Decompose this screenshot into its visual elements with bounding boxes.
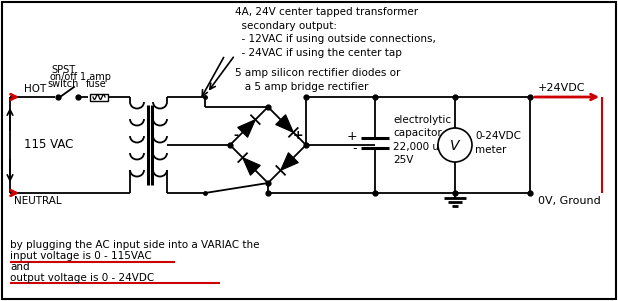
Circle shape <box>438 128 472 162</box>
Polygon shape <box>243 158 260 175</box>
Polygon shape <box>281 153 298 170</box>
Text: 0-24VDC
meter: 0-24VDC meter <box>475 132 521 155</box>
Text: 0V, Ground: 0V, Ground <box>538 196 601 206</box>
Text: +24VDC: +24VDC <box>538 83 585 93</box>
Text: 5 amp silicon rectifier diodes or
   a 5 amp bridge rectifier: 5 amp silicon rectifier diodes or a 5 am… <box>235 68 400 92</box>
Text: input voltage is 0 - 115VAC: input voltage is 0 - 115VAC <box>10 251 152 261</box>
Text: NEUTRAL: NEUTRAL <box>14 196 62 206</box>
Polygon shape <box>238 119 255 137</box>
Polygon shape <box>276 115 294 132</box>
Text: 4A, 24V center tapped transformer
  secondary output:
  - 12VAC if using outside: 4A, 24V center tapped transformer second… <box>235 7 436 58</box>
Text: fuse: fuse <box>86 79 106 89</box>
Text: by plugging the AC input side into a VARIAC the: by plugging the AC input side into a VAR… <box>10 240 260 250</box>
Text: -: - <box>352 142 357 156</box>
Text: SPST: SPST <box>51 65 75 75</box>
Text: V: V <box>451 139 460 153</box>
Text: output voltage is 0 - 24VDC: output voltage is 0 - 24VDC <box>10 273 154 283</box>
Text: and: and <box>10 262 30 272</box>
Text: electrolytic
capacitor
22,000 uF
25V: electrolytic capacitor 22,000 uF 25V <box>393 115 451 166</box>
Text: 115 VAC: 115 VAC <box>24 138 74 151</box>
Bar <box>90 94 108 101</box>
Text: HOT: HOT <box>24 84 46 94</box>
Text: -: - <box>233 129 238 142</box>
Text: +: + <box>292 129 303 142</box>
Text: +: + <box>346 131 357 144</box>
Text: switch: switch <box>48 79 78 89</box>
Text: on/off: on/off <box>49 72 77 82</box>
Text: 1 amp: 1 amp <box>80 72 111 82</box>
